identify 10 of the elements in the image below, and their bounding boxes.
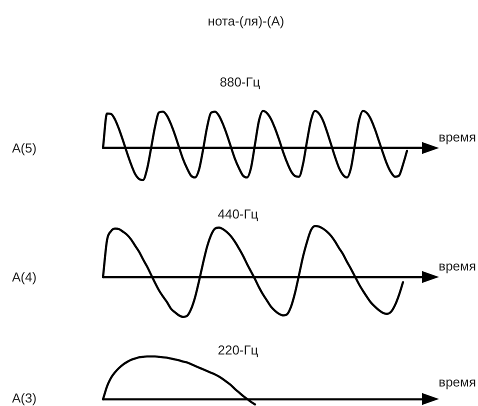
x-axis-title: время xyxy=(438,374,476,390)
chart-subtitle: 880-Гц xyxy=(220,74,260,90)
x-axis-title: время xyxy=(438,130,476,144)
chart-title: нота-(ля)-(A) xyxy=(208,14,284,28)
x-axis-title: время xyxy=(438,258,476,274)
y-axis-title: A(3) xyxy=(12,390,37,406)
chart-title: 440-Гц xyxy=(218,206,258,222)
y-axis-title: A(4) xyxy=(12,270,37,284)
y-axis-title: A(5) xyxy=(12,140,37,156)
chart-title: 220-Гц xyxy=(218,342,258,358)
